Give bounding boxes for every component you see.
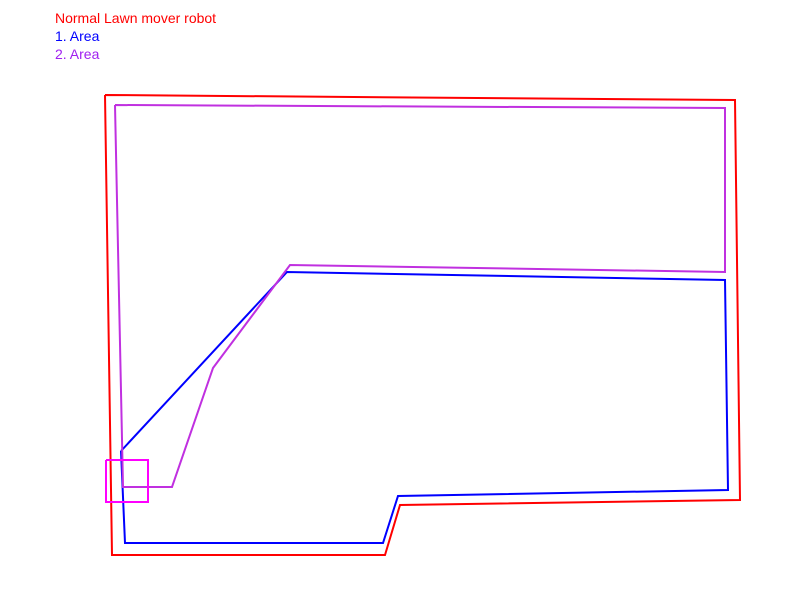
map-canvas [0, 0, 800, 600]
boundary-path [105, 95, 740, 555]
dock-rect [106, 460, 148, 502]
area2-path [115, 105, 725, 487]
